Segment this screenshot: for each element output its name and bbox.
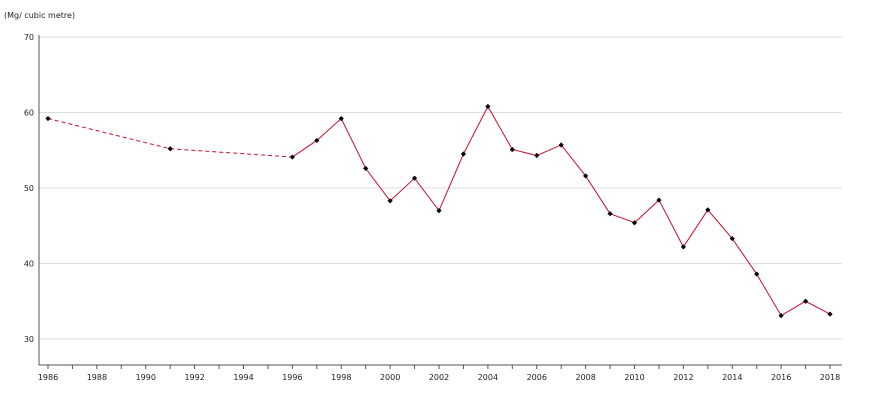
data-point-marker [583,173,589,179]
data-point-marker [729,235,735,242]
x-tick-label: 1986 [38,373,58,382]
x-tick-label: 2002 [429,373,449,382]
solid-series-line [292,105,831,317]
data-point-marker [509,146,515,153]
x-tick-label: 1996 [282,373,302,382]
axes: 30 40 50 60 70 1986 1988 1990 1992 1994 1996 1998 20… [24,33,842,382]
data-point-marker [387,198,393,204]
data-point-marker [558,142,564,148]
y-tick-label: 50 [24,184,34,193]
x-tick-label: 1990 [136,373,156,382]
data-point-marker [754,271,760,277]
x-tick-label: 2014 [722,373,742,382]
data-point-marker [778,312,784,319]
x-tick-label: 2012 [673,373,693,382]
data-points [45,103,833,319]
y-tick-label: 40 [24,260,34,269]
data-point-marker [827,311,833,317]
data-point-marker [338,115,344,122]
data-point-marker [436,208,442,214]
data-point-marker [607,211,613,217]
y-axis-unit-label: (Mg/ cubic metre) [4,11,76,20]
y-tick-label: 60 [24,109,34,118]
data-point-marker [534,152,540,159]
x-tick-label: 1994 [233,373,253,382]
data-point-marker [460,151,467,157]
x-tick-label: 2008 [575,373,595,382]
x-tick-label: 2000 [380,373,400,382]
y-tick-label: 30 [24,335,34,344]
y-tick-label: 70 [24,33,34,42]
x-tick-label: 1988 [87,373,107,382]
data-point-marker [289,154,295,160]
data-point-marker [167,146,173,152]
x-tick-label: 2016 [771,373,791,382]
x-tick-label: 1998 [331,373,351,382]
data-point-marker [802,298,809,304]
data-point-marker [45,115,51,122]
data-point-marker [314,137,320,144]
data-point-marker [363,165,369,171]
data-point-marker [631,220,638,226]
data-point-marker [705,207,711,213]
x-tick-label: 2010 [624,373,644,382]
data-point-marker [485,103,491,110]
x-tick-label: 2006 [527,373,547,382]
x-tick-label: 1992 [184,373,204,382]
data-point-marker [411,175,418,181]
gridlines [39,36,842,340]
x-tick-label: 2004 [478,373,498,382]
data-point-marker [680,244,686,250]
data-point-marker [656,197,662,203]
x-tick-label: 2018 [820,373,840,382]
